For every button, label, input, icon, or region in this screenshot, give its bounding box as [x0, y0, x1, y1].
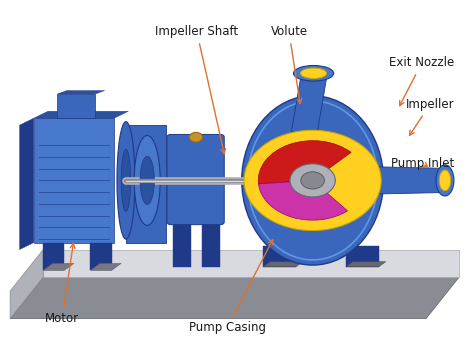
Ellipse shape	[121, 149, 131, 212]
Polygon shape	[43, 263, 74, 270]
Circle shape	[189, 132, 202, 142]
Ellipse shape	[140, 156, 155, 205]
Circle shape	[301, 172, 324, 189]
Polygon shape	[57, 94, 95, 118]
Polygon shape	[34, 111, 128, 118]
Ellipse shape	[436, 165, 454, 196]
Polygon shape	[91, 263, 121, 270]
FancyBboxPatch shape	[167, 134, 224, 225]
Polygon shape	[346, 262, 386, 267]
Polygon shape	[263, 262, 303, 267]
Polygon shape	[292, 77, 327, 132]
Ellipse shape	[242, 96, 383, 265]
Polygon shape	[126, 125, 166, 243]
Polygon shape	[346, 246, 379, 267]
Text: Volute: Volute	[271, 25, 308, 103]
Ellipse shape	[117, 122, 135, 239]
Polygon shape	[43, 249, 459, 277]
Polygon shape	[10, 249, 43, 319]
Circle shape	[244, 130, 381, 230]
Polygon shape	[19, 118, 34, 249]
Text: Pump Inlet: Pump Inlet	[391, 156, 455, 170]
Circle shape	[290, 164, 335, 197]
Ellipse shape	[301, 68, 327, 78]
Polygon shape	[10, 277, 459, 319]
Polygon shape	[263, 246, 296, 267]
Text: Motor: Motor	[45, 244, 79, 325]
Text: Impeller Shaft: Impeller Shaft	[155, 25, 238, 154]
Polygon shape	[201, 222, 219, 267]
Ellipse shape	[439, 170, 451, 191]
Text: Pump Casing: Pump Casing	[189, 239, 273, 334]
Polygon shape	[173, 222, 191, 267]
Polygon shape	[365, 167, 445, 194]
Wedge shape	[258, 180, 347, 220]
Ellipse shape	[134, 135, 160, 225]
Ellipse shape	[293, 66, 334, 81]
Polygon shape	[43, 243, 64, 270]
Polygon shape	[91, 243, 112, 270]
Polygon shape	[57, 91, 105, 94]
Text: Impeller: Impeller	[406, 98, 455, 135]
Text: Exit Nozzle: Exit Nozzle	[389, 57, 455, 106]
Polygon shape	[34, 118, 114, 243]
Wedge shape	[258, 141, 351, 184]
